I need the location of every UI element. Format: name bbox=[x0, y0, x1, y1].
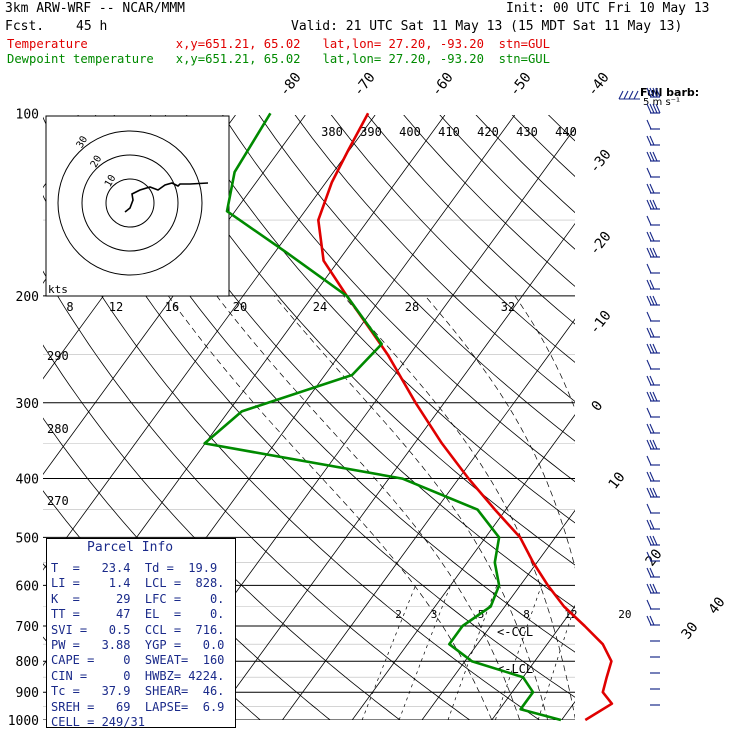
pressure-tick-500: 500 bbox=[16, 531, 39, 546]
hodo-ring-label: 30 bbox=[75, 134, 91, 150]
model-title: 3km ARW-WRF -- NCAR/MMM bbox=[5, 1, 186, 16]
wind-key-title: Full barb: bbox=[640, 86, 699, 99]
parcel-row: SVI = 0.5 CCL = 716. bbox=[51, 622, 225, 637]
dewpoint-legend: Dewpoint temperature x,y=651.21, 65.02 l… bbox=[7, 52, 550, 66]
mixing-ratio-label: 20 bbox=[618, 608, 631, 621]
theta-label: 390 bbox=[360, 125, 382, 139]
temperature-profile bbox=[316, 112, 614, 722]
ccl-marker: <-CCL bbox=[497, 625, 533, 639]
isotherm-label: -10 bbox=[587, 308, 615, 338]
parcel-row: T = 23.4 Td = 19.9 bbox=[51, 561, 218, 575]
hodo-speed-label: 24 bbox=[313, 300, 327, 314]
isotherm-label: 20 bbox=[643, 546, 666, 569]
parcel-row: LI = 1.4 LCL = 828. bbox=[51, 576, 225, 591]
parcel-row: CELL = 249/31 bbox=[51, 715, 145, 729]
hodo-units: kts bbox=[48, 283, 68, 296]
parcel-row: K = 29 LFC = 0. bbox=[51, 591, 225, 606]
theta-label: 380 bbox=[321, 125, 343, 139]
hodo-speed-label: 20 bbox=[233, 300, 247, 314]
parcel-title: Parcel Info bbox=[87, 540, 174, 555]
theta-label: 400 bbox=[399, 125, 421, 139]
isotherm-label: 0 bbox=[589, 398, 607, 414]
forecast-label: Fcst. bbox=[5, 19, 45, 34]
parcel-row: Tc = 37.9 SHEAR= 46. bbox=[51, 684, 225, 699]
parcel-row: TT = 47 EL = 0. bbox=[51, 607, 225, 622]
theta-label-small: 270 bbox=[47, 494, 69, 508]
hodograph: 10 20 30 kts bbox=[45, 115, 230, 297]
isotherm-label: -30 bbox=[587, 147, 615, 177]
isotherm-label: -70 bbox=[351, 70, 379, 100]
hodo-speed-label: 32 bbox=[501, 300, 515, 314]
hodo-speed-label: 28 bbox=[405, 300, 419, 314]
isotherm-label: 40 bbox=[706, 594, 729, 617]
pressure-tick-100: 100 bbox=[16, 107, 39, 122]
isotherm-label: 30 bbox=[679, 619, 702, 642]
mixing-ratio-label: 3 bbox=[431, 608, 438, 621]
hodograph-trace bbox=[124, 182, 209, 213]
pressure-tick-800: 800 bbox=[16, 655, 39, 670]
isotherm-label: -60 bbox=[429, 70, 457, 100]
mixing-ratio-label: 2 bbox=[395, 608, 402, 621]
hodo-ring-label: 10 bbox=[103, 173, 119, 189]
mixing-ratio-label: 8 bbox=[523, 608, 530, 621]
hodo-ring-label: 20 bbox=[89, 154, 105, 170]
isotherm-label: -40 bbox=[585, 70, 613, 100]
hodo-speed-label: 8 bbox=[66, 300, 73, 314]
dewpoint-profile bbox=[203, 112, 562, 722]
forecast-hour: 45 h bbox=[76, 19, 108, 34]
pressure-tick-1000: 1000 bbox=[8, 714, 39, 729]
theta-label-small: 290 bbox=[47, 349, 69, 363]
hodo-speed-label: 12 bbox=[109, 300, 123, 314]
parcel-row: PW = 3.88 YGP = 0.0 bbox=[51, 638, 225, 652]
hodo-speed-label: 16 bbox=[165, 300, 179, 314]
isotherm-label: -50 bbox=[507, 70, 535, 100]
parcel-row: SREH = 69 LAPSE= 6.9 bbox=[51, 699, 225, 714]
parcel-row: CIN = 0 HWBZ= 4224. bbox=[51, 668, 225, 683]
isotherm-label: -80 bbox=[277, 70, 305, 100]
wind-barbs bbox=[618, 87, 661, 706]
pressure-tick-400: 400 bbox=[16, 473, 39, 488]
theta-label: 420 bbox=[477, 125, 499, 139]
pressure-tick-600: 600 bbox=[16, 579, 39, 594]
valid-time: Valid: 21 UTC Sat 11 May 13 (15 MDT Sat … bbox=[291, 19, 683, 34]
wind-key-units: 5 m s⁻¹ bbox=[643, 97, 680, 108]
pressure-tick-300: 300 bbox=[16, 397, 39, 412]
theta-label: 430 bbox=[516, 125, 538, 139]
temperature-legend: Temperature x,y=651.21, 65.02 lat,lon= 2… bbox=[7, 37, 550, 51]
isotherm-label: 10 bbox=[606, 469, 629, 492]
isotherm-label: -20 bbox=[587, 229, 615, 259]
pressure-tick-900: 900 bbox=[16, 686, 39, 701]
parcel-info-box: Parcel Info T = 23.4 Td = 19.9 LI = 1.4 L… bbox=[46, 538, 236, 729]
theta-label: 440 bbox=[555, 125, 577, 139]
theta-label-small: 280 bbox=[47, 422, 69, 436]
init-time: Init: 00 UTC Fri 10 May 13 bbox=[506, 1, 710, 16]
pressure-tick-200: 200 bbox=[16, 290, 39, 305]
parcel-row: CAPE = 0 SWEAT= 160 bbox=[51, 653, 225, 668]
pressure-tick-700: 700 bbox=[16, 620, 39, 635]
theta-label: 410 bbox=[438, 125, 460, 139]
